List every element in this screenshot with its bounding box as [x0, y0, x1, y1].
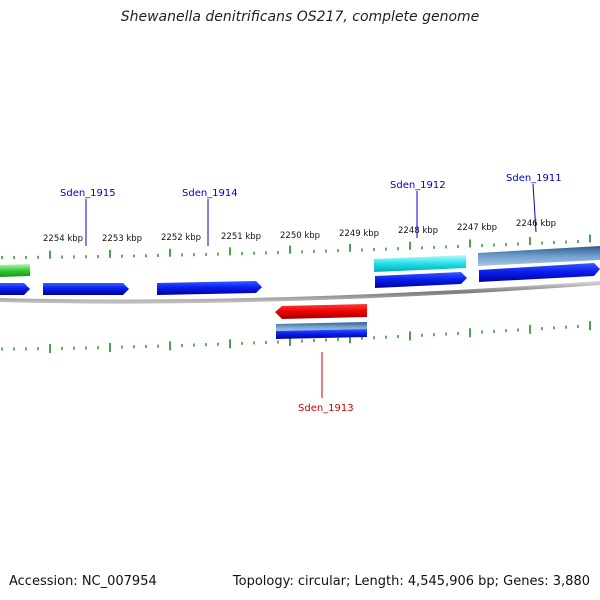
gene-label-sden-1914[interactable]: Sden_1914 — [182, 188, 238, 199]
accession-text: Accession: NC_007954 — [9, 574, 157, 589]
map-title: Shewanella denitrificans OS217, complete… — [120, 9, 480, 25]
kbp-label: 2247 kbp — [457, 223, 497, 233]
feature-track-outer — [0, 246, 600, 277]
cyan-feature[interactable] — [374, 255, 466, 272]
reverse-cds-track — [275, 304, 367, 339]
kbp-label: 2251 kbp — [221, 232, 261, 242]
cds-arrow-sden-1915[interactable] — [43, 283, 129, 295]
gene-label-sden-1913[interactable]: Sden_1913 — [298, 403, 354, 414]
genome-summary-text: Topology: circular; Length: 4,545,906 bp… — [232, 574, 590, 589]
green-feature[interactable] — [0, 264, 30, 277]
kbp-scale-labels: 2254 kbp 2253 kbp 2252 kbp 2251 kbp 2250… — [43, 219, 556, 244]
gene-label-sden-1912[interactable]: Sden_1912 — [390, 180, 446, 191]
kbp-label: 2250 kbp — [280, 231, 320, 241]
genome-backbone — [0, 281, 600, 304]
kbp-label: 2246 kbp — [516, 219, 556, 229]
gene-leader-lines — [85, 183, 537, 398]
kbp-label: 2249 kbp — [339, 229, 379, 239]
kbp-label: 2252 kbp — [161, 233, 201, 243]
steel-feature-lower[interactable] — [276, 322, 367, 331]
cds-arrow-sden-1914[interactable] — [157, 281, 262, 295]
gene-label-sden-1915[interactable]: Sden_1915 — [60, 188, 116, 199]
inner-tick-ruler — [1, 321, 591, 354]
outer-tick-ruler — [1, 234, 591, 259]
kbp-label: 2254 kbp — [43, 234, 83, 244]
cds-arrow-sden-1911[interactable] — [479, 263, 600, 282]
blue-feature-lower[interactable] — [276, 329, 367, 339]
cds-arrow-sden-1912[interactable] — [375, 272, 467, 288]
kbp-label: 2248 kbp — [398, 226, 438, 236]
cds-arrow-left-edge[interactable] — [0, 283, 30, 295]
leader-line-sden-1911 — [532, 183, 537, 233]
steel-feature[interactable] — [478, 246, 600, 266]
gene-labels: Sden_1915 Sden_1914 Sden_1912 Sden_1911 … — [60, 173, 562, 414]
kbp-label: 2253 kbp — [102, 234, 142, 244]
gene-label-sden-1911[interactable]: Sden_1911 — [506, 173, 562, 184]
cds-arrow-sden-1913[interactable] — [275, 304, 367, 319]
forward-cds-track — [0, 263, 600, 295]
